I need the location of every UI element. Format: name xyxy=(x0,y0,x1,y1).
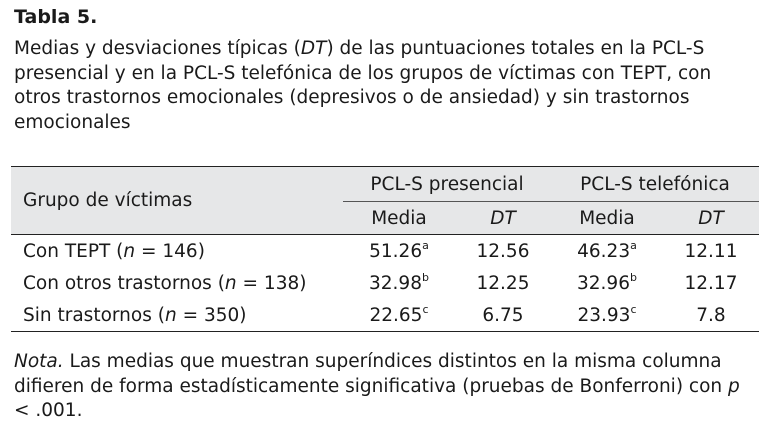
dt-presencial: 12.56 xyxy=(476,240,530,262)
table-row: Con TEPT (n = 146) 51.26a 12.56 46.23a 1… xyxy=(11,234,759,268)
sub-header-media-2: Media xyxy=(579,207,635,229)
caption-dt: DT xyxy=(300,38,327,59)
table-row: Sin trastornos (n = 350) 22.65c 6.75 23.… xyxy=(11,299,759,332)
col-group-telefonica: PCL-S telefónica xyxy=(551,166,759,202)
caption-part1: Medias y desviaciones típicas ( xyxy=(14,38,301,59)
mean-presencial: 32.98b xyxy=(369,270,429,294)
mean-telefonica: 23.93c xyxy=(577,302,637,326)
sub-header-dt-1: DT xyxy=(490,207,516,229)
results-table: Grupo de víctimas PCL-S presencial PCL-S… xyxy=(11,166,759,332)
caption-part2: ) de las puntuaciones totales en la PCL-… xyxy=(14,38,712,133)
mean-telefonica: 46.23a xyxy=(577,238,637,262)
row-label: Con otros trastornos (n = 138) xyxy=(23,272,307,294)
dt-telefonica: 12.17 xyxy=(684,272,738,294)
sub-header-media-1: Media xyxy=(371,207,427,229)
note-p: p xyxy=(728,375,740,397)
note-text: Las medias que muestran superíndices dis… xyxy=(14,351,729,397)
mean-telefonica: 32.96b xyxy=(577,270,637,294)
table-title: Tabla 5. xyxy=(14,6,98,28)
sub-header-dt-2: DT xyxy=(698,207,724,229)
dt-telefonica: 7.8 xyxy=(696,304,726,326)
dt-presencial: 12.25 xyxy=(476,272,530,294)
row-label: Con TEPT (n = 146) xyxy=(23,240,205,262)
dt-presencial: 6.75 xyxy=(482,304,524,326)
table-row: Con otros trastornos (n = 138) 32.98b 12… xyxy=(11,267,759,299)
dt-telefonica: 12.11 xyxy=(684,240,738,262)
group-header: Grupo de víctimas xyxy=(23,190,193,211)
note-p-value: < .001. xyxy=(14,400,83,421)
mean-presencial: 22.65c xyxy=(369,302,429,326)
mean-presencial: 51.26a xyxy=(369,238,429,262)
table-note: Nota. Las medias que muestran superíndic… xyxy=(14,350,759,424)
table-caption: Medias y desviaciones típicas (DT) de la… xyxy=(14,37,759,135)
row-label: Sin trastornos (n = 350) xyxy=(23,304,247,326)
col-group-presencial: PCL-S presencial xyxy=(343,166,551,202)
note-label: Nota. xyxy=(14,351,64,372)
